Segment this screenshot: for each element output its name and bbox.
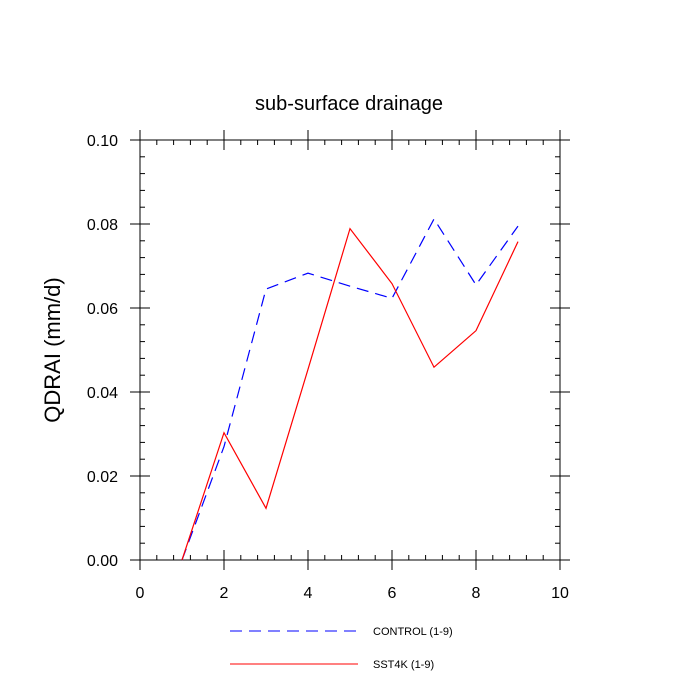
y-tick-label: 0.06 — [87, 301, 118, 318]
y-tick-label: 0.04 — [87, 385, 118, 402]
chart-title: sub-surface drainage — [255, 93, 443, 115]
plot-frame — [139, 139, 561, 561]
legend-label: CONTROL (1-9) — [373, 626, 453, 638]
x-tick-label: 10 — [551, 585, 569, 602]
x-tick-label: 2 — [220, 585, 229, 602]
y-tick-label: 0.02 — [87, 469, 118, 486]
y-tick-label: 0.10 — [87, 133, 118, 150]
x-tick-label: 4 — [304, 585, 313, 602]
x-tick-label: 0 — [136, 585, 145, 602]
legend-label: SST4K (1-9) — [373, 659, 434, 671]
axis-ticks: 0 2 4 6 8 10 0.00 0.02 0.04 0.06 0.08 0.10 — [87, 130, 570, 602]
x-tick-label: 8 — [472, 585, 481, 602]
y-tick-label: 0.00 — [87, 553, 118, 570]
series-line-sst4k — [181, 227, 519, 561]
x-tick-label: 6 — [388, 585, 397, 602]
y-tick-label: 0.08 — [87, 217, 118, 234]
y-axis-label: QDRAI (mm/d) — [40, 277, 65, 422]
series-lines — [181, 217, 519, 561]
legend: CONTROL (1-9) SST4K (1-9) — [230, 626, 453, 671]
series-line-control — [181, 217, 519, 561]
